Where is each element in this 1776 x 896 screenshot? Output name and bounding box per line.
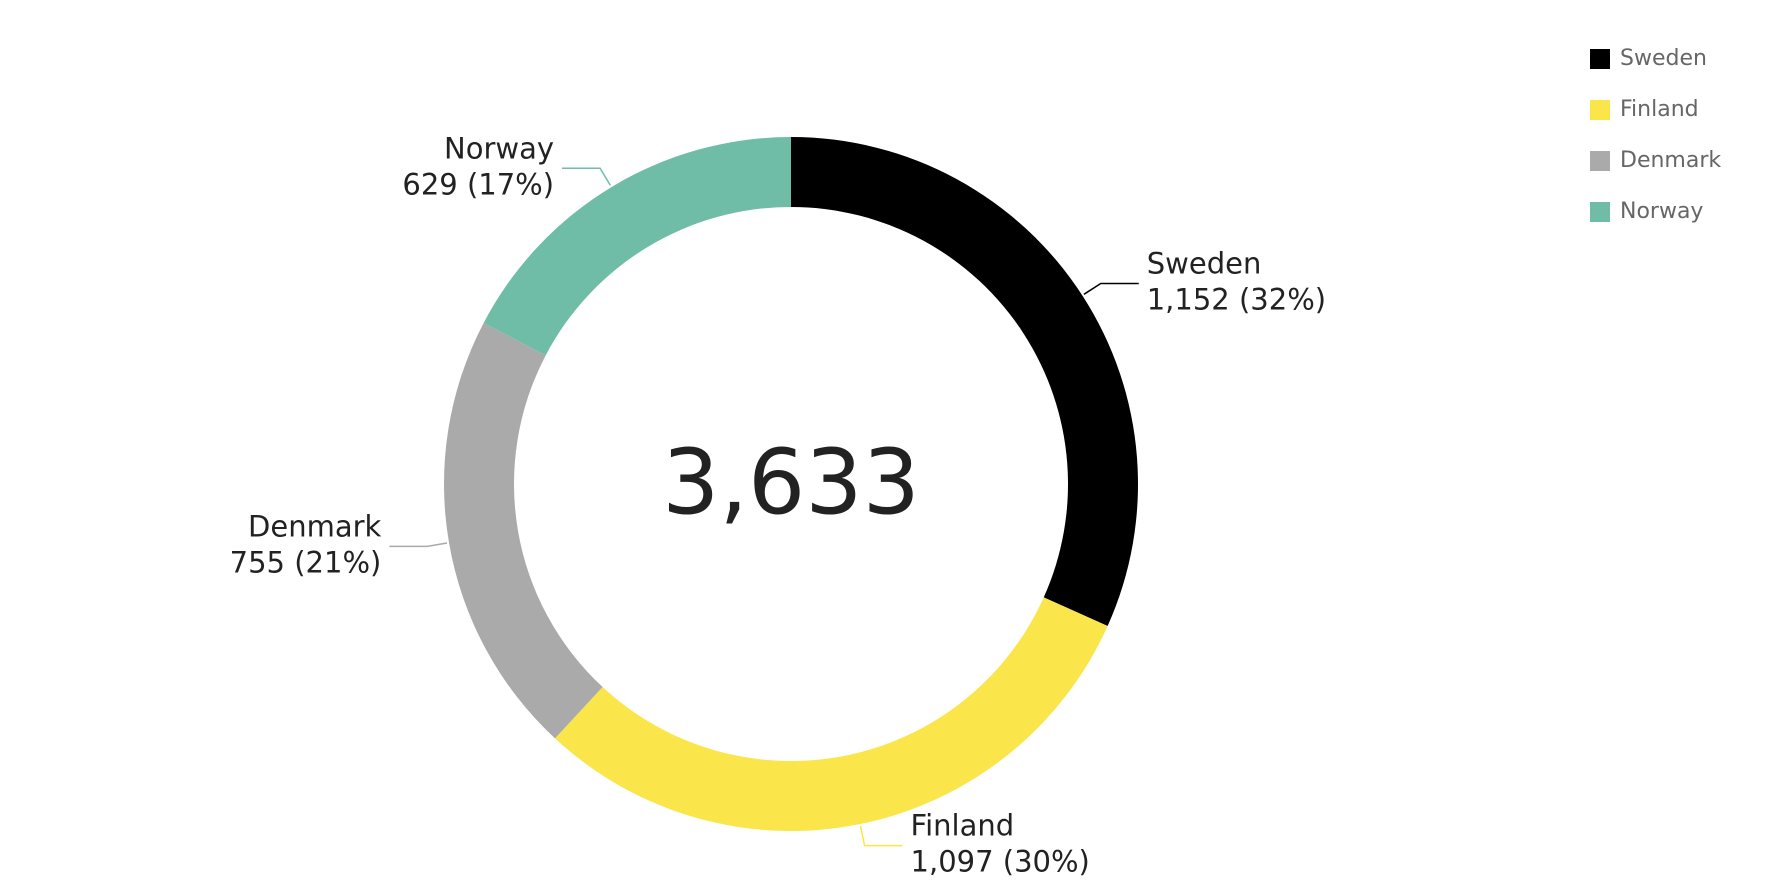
legend-swatch — [1590, 151, 1610, 171]
legend-swatch — [1590, 100, 1610, 120]
data-label-value: 629 (17%) — [402, 167, 554, 201]
donut-segment — [483, 137, 791, 356]
center-total: 3,633 — [662, 430, 920, 535]
donut-segment — [444, 322, 603, 739]
legend-label: Norway — [1620, 199, 1703, 224]
data-label-value: 1,097 (30%) — [911, 845, 1090, 879]
data-label-value: 755 (21%) — [230, 545, 382, 579]
legend-label: Finland — [1620, 97, 1699, 122]
legend-label: Sweden — [1620, 46, 1707, 71]
leader-line — [562, 167, 612, 186]
data-label-value: 1,152 (32%) — [1147, 282, 1326, 316]
data-label-name: Norway — [444, 131, 554, 165]
data-label-name: Sweden — [1147, 246, 1262, 280]
legend-label: Denmark — [1620, 148, 1721, 173]
legend-swatch — [1590, 202, 1610, 222]
leader-line — [1083, 282, 1139, 295]
leader-line — [859, 825, 903, 847]
data-label-name: Denmark — [248, 509, 381, 543]
donut-segment — [554, 597, 1108, 832]
donut-segment — [791, 137, 1139, 626]
data-label-name: Finland — [911, 809, 1015, 843]
legend-swatch — [1590, 49, 1610, 69]
leader-line — [389, 542, 448, 548]
